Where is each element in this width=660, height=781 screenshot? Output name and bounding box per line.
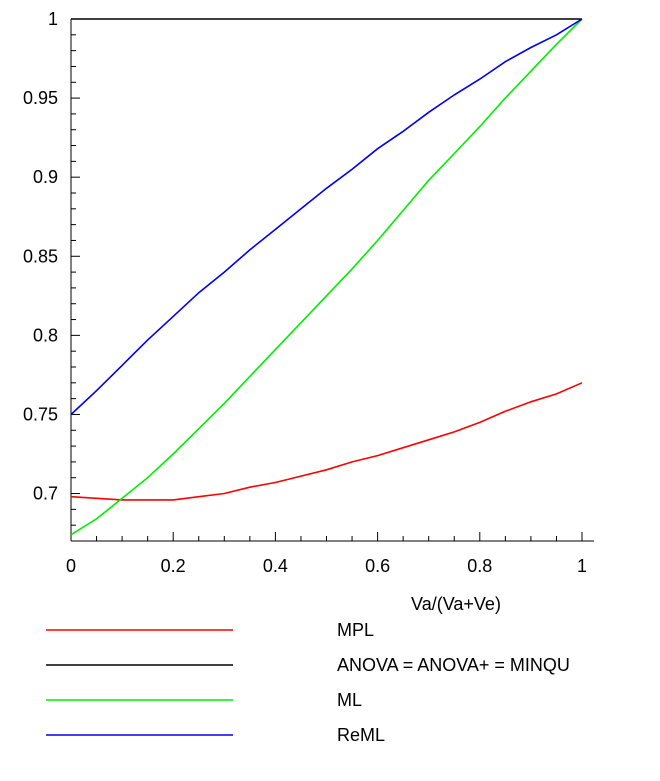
y-tick-label: 0.8 (33, 325, 58, 345)
legend: MPL ANOVA = ANOVA+ = MINQU ML ReML (46, 620, 570, 745)
x-tick-label: 0.6 (365, 556, 390, 576)
y-tick-label: 0.7 (33, 484, 58, 504)
axes-layer: 0.7 0.75 0.8 0.85 0.9 0.95 1 0 0.2 0.4 0.6 0.8 1 (23, 9, 594, 576)
series-line-ml (70, 18, 583, 536)
series-line-reml (70, 18, 583, 416)
y-tick-label: 0.85 (23, 246, 58, 266)
y-tick-label: 0.9 (33, 167, 58, 187)
x-axis-label: Va/(Va+Ve) (411, 594, 501, 614)
series-line-mpl (70, 382, 583, 501)
x-tick-label: 0.4 (263, 556, 288, 576)
x-tick-label: 0.2 (161, 556, 186, 576)
y-tick-label: 0.95 (23, 88, 58, 108)
legend-label: ReML (337, 725, 385, 745)
y-tick-label: 0.75 (23, 404, 58, 424)
x-tick-label: 0.8 (467, 556, 492, 576)
legend-label: ML (337, 690, 362, 710)
series-layer (70, 18, 583, 536)
legend-label: ANOVA = ANOVA+ = MINQU (337, 655, 570, 675)
y-tick-label: 1 (48, 9, 58, 29)
x-tick-label: 1 (577, 556, 587, 576)
x-tick-label: 0 (66, 556, 76, 576)
legend-label: MPL (337, 620, 374, 640)
